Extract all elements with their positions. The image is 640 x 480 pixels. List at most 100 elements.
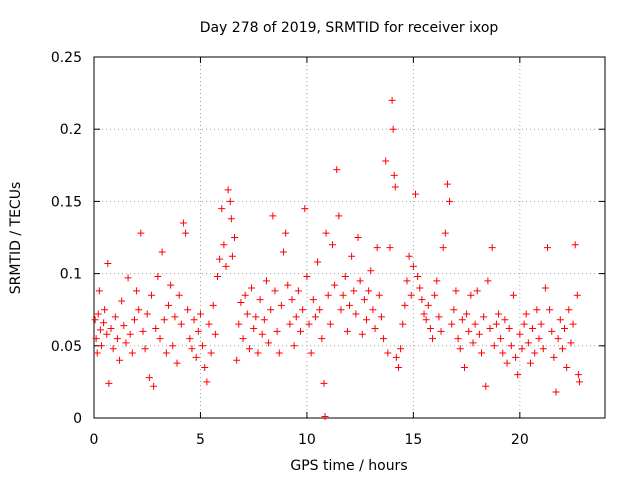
data-point: [133, 287, 141, 295]
y-tick-label: 0.15: [51, 194, 82, 210]
data-point: [471, 320, 479, 328]
x-tick-label: 5: [196, 432, 205, 448]
chart-title: Day 278 of 2019, SRMTID for receiver ixo…: [200, 20, 499, 36]
data-point: [305, 320, 313, 328]
data-point: [343, 327, 351, 335]
data-point: [303, 272, 311, 280]
data-point: [416, 284, 424, 292]
data-point: [320, 379, 328, 387]
data-point: [130, 316, 138, 324]
data-point: [237, 298, 245, 306]
data-point: [309, 296, 317, 304]
data-point: [392, 353, 400, 361]
data-point: [365, 287, 373, 295]
data-point: [452, 287, 460, 295]
data-point: [333, 166, 341, 174]
data-point: [443, 180, 451, 188]
data-point: [286, 320, 294, 328]
data-point: [171, 313, 179, 321]
data-point: [139, 327, 147, 335]
data-point: [397, 345, 405, 353]
data-point: [152, 324, 160, 332]
data-point: [120, 322, 128, 330]
data-point: [565, 306, 573, 314]
data-point: [341, 272, 349, 280]
data-point: [556, 316, 564, 324]
data-point: [469, 339, 477, 347]
data-point: [375, 291, 383, 299]
data-point: [222, 262, 230, 270]
data-point: [271, 287, 279, 295]
data-point: [299, 306, 307, 314]
data-point: [194, 327, 202, 335]
data-point: [437, 327, 445, 335]
data-point: [441, 229, 449, 237]
data-point: [535, 335, 543, 343]
data-point: [137, 229, 145, 237]
data-point: [484, 277, 492, 285]
data-point: [162, 349, 170, 357]
data-point: [548, 327, 556, 335]
data-point: [154, 272, 162, 280]
data-point: [520, 320, 528, 328]
data-point: [371, 324, 379, 332]
data-point: [292, 313, 300, 321]
data-point: [389, 125, 397, 133]
data-point: [93, 349, 101, 357]
data-point: [337, 306, 345, 314]
data-point: [301, 205, 309, 213]
data-point: [571, 241, 579, 249]
data-point: [288, 296, 296, 304]
data-point: [574, 371, 582, 379]
data-point: [147, 291, 155, 299]
data-point: [95, 287, 103, 295]
data-point: [96, 326, 104, 334]
data-point: [386, 244, 394, 252]
data-point: [143, 310, 151, 318]
data-point: [116, 356, 124, 364]
data-point: [256, 296, 264, 304]
data-point: [420, 310, 428, 318]
data-point: [575, 378, 583, 386]
data-point: [224, 186, 232, 194]
data-point: [563, 363, 571, 371]
data-point: [499, 349, 507, 357]
data-point: [188, 345, 196, 353]
data-point: [360, 296, 368, 304]
data-point: [490, 342, 498, 350]
data-point: [367, 267, 375, 275]
data-point: [220, 241, 228, 249]
data-point: [92, 335, 100, 343]
data-point: [91, 316, 99, 324]
data-point: [501, 316, 509, 324]
data-point: [465, 327, 473, 335]
data-point: [475, 330, 483, 338]
data-point: [277, 301, 285, 309]
data-point: [407, 291, 415, 299]
data-point: [192, 353, 200, 361]
data-point: [537, 320, 545, 328]
data-point: [179, 219, 187, 227]
data-point: [558, 345, 566, 353]
data-point: [211, 330, 219, 338]
data-point: [239, 335, 247, 343]
data-point: [473, 287, 481, 295]
y-axis-label: SRMTID / TECUs: [8, 182, 24, 295]
data-point: [311, 313, 319, 321]
data-point: [218, 205, 226, 213]
data-point: [516, 330, 524, 338]
data-point: [135, 306, 143, 314]
data-point: [339, 291, 347, 299]
data-point: [184, 306, 192, 314]
data-point: [252, 313, 260, 321]
data-point: [245, 345, 253, 353]
data-point: [104, 259, 112, 267]
data-point: [348, 252, 356, 260]
data-point: [373, 244, 381, 252]
y-tick-label: 0.05: [51, 339, 82, 355]
data-point: [233, 356, 241, 364]
data-point: [384, 349, 392, 357]
data-point: [454, 335, 462, 343]
data-point: [514, 371, 522, 379]
